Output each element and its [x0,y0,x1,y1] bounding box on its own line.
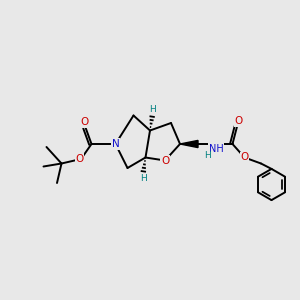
Text: H: H [205,151,211,160]
Text: O: O [80,117,88,128]
Polygon shape [180,140,198,148]
Text: O: O [240,152,249,163]
Text: H: H [149,105,156,114]
Text: N: N [112,139,119,149]
Text: NH: NH [208,144,224,154]
Text: O: O [234,116,243,127]
Text: O: O [161,155,169,166]
Text: O: O [75,154,84,164]
Text: H: H [140,174,146,183]
